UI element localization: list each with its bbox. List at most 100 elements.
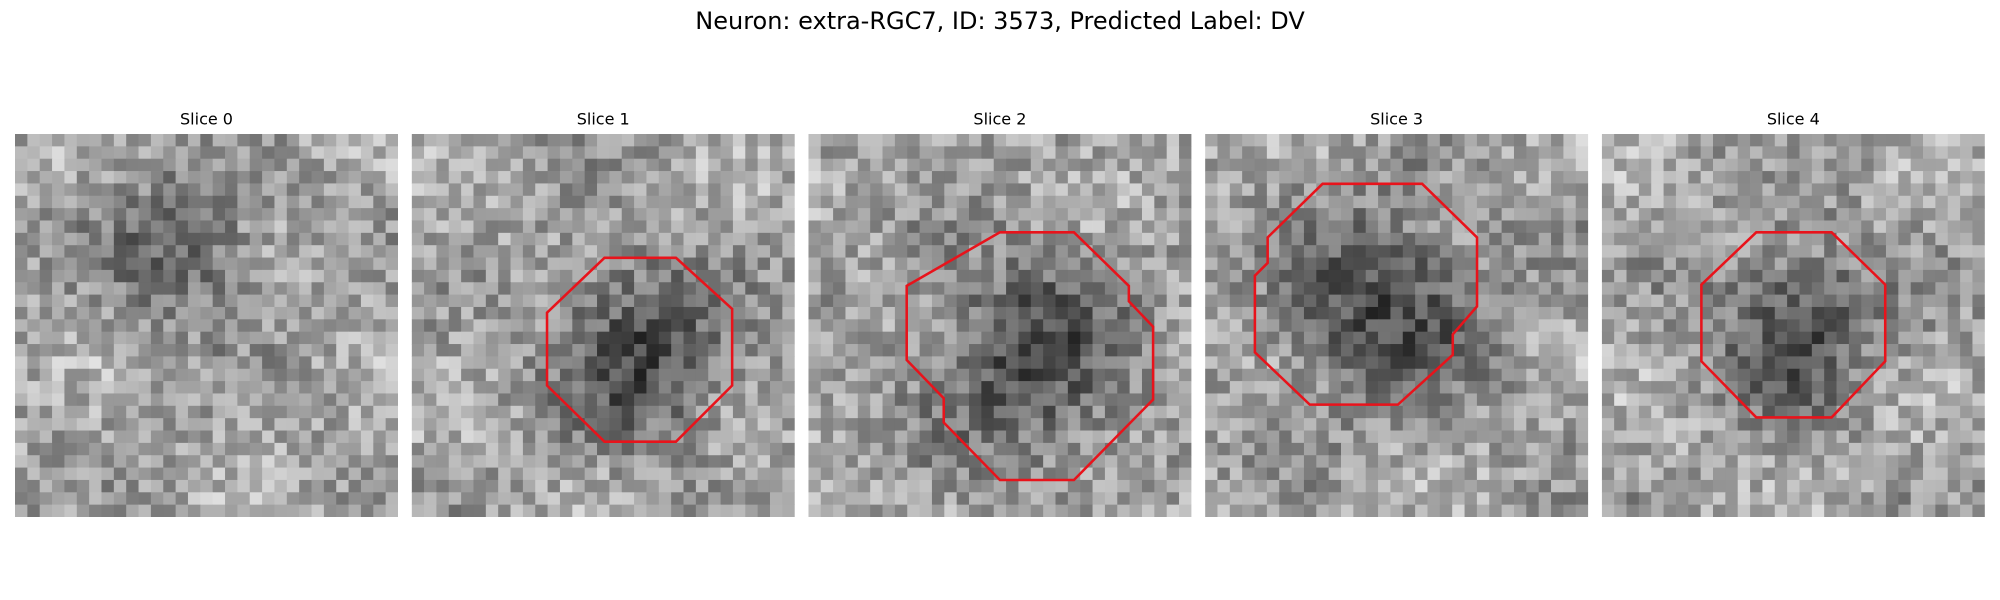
pixel [1910, 183, 1924, 197]
pixel [360, 134, 374, 147]
pixel [1935, 319, 1949, 333]
pixel [1254, 134, 1268, 147]
pixel [1712, 479, 1726, 493]
pixel [1254, 331, 1268, 345]
pixel [870, 282, 883, 296]
pixel [101, 442, 115, 456]
pixel [597, 381, 610, 394]
pixel [522, 504, 536, 517]
pixel [411, 282, 425, 296]
pixel [1242, 195, 1255, 209]
pixel [473, 220, 487, 234]
pixel [1117, 381, 1131, 394]
pixel [1378, 269, 1391, 283]
pixel [1217, 183, 1231, 197]
pixel [1303, 356, 1317, 370]
pixel [1402, 418, 1416, 431]
pixel [212, 134, 226, 147]
pixel [1972, 195, 1985, 209]
pixel [1638, 479, 1652, 493]
pixel [757, 171, 771, 184]
pixel [981, 479, 995, 493]
pixel [535, 393, 548, 407]
pixel [993, 171, 1007, 184]
pixel [1415, 455, 1428, 468]
pixel [1316, 208, 1330, 221]
pixel [1737, 479, 1751, 493]
pixel [101, 257, 115, 271]
pixel [1291, 146, 1305, 160]
pixel [1254, 245, 1268, 258]
pixel [461, 344, 474, 357]
pixel [1575, 442, 1589, 456]
pixel [52, 467, 65, 481]
pixel [1762, 158, 1776, 172]
pixel [187, 257, 201, 271]
pixel [1328, 134, 1342, 147]
pixel [1725, 171, 1739, 184]
pixel [1885, 455, 1899, 468]
pixel [745, 269, 759, 283]
pixel [101, 393, 115, 407]
pixel [1291, 158, 1305, 172]
pixel [1638, 405, 1652, 419]
pixel [1787, 344, 1800, 357]
pixel [609, 245, 623, 258]
pixel [510, 381, 524, 394]
pixel [1824, 171, 1837, 184]
pixel [1762, 306, 1776, 320]
pixel [1316, 368, 1330, 382]
pixel [64, 504, 78, 517]
pixel [559, 294, 573, 308]
pixel [27, 492, 41, 506]
pixel [138, 331, 152, 345]
pixel [907, 455, 920, 468]
pixel [708, 504, 721, 517]
pixel [175, 467, 189, 481]
pixel [1923, 344, 1936, 357]
pixel [1947, 183, 1961, 197]
pixel [1626, 245, 1640, 258]
pixel [150, 504, 164, 517]
pixel [1229, 393, 1243, 407]
pixel [969, 467, 982, 481]
pixel [1464, 294, 1478, 308]
pixel [782, 195, 795, 209]
pixel [535, 269, 548, 283]
pixel [621, 232, 635, 246]
pixel [1563, 220, 1577, 234]
pixel [225, 319, 238, 333]
pixel [1427, 319, 1441, 333]
pixel [1415, 504, 1428, 517]
pixel [1229, 430, 1243, 444]
pixel [572, 183, 586, 197]
pixel [969, 306, 982, 320]
pixel [1811, 282, 1825, 296]
pixel [1513, 171, 1527, 184]
pixel [1675, 306, 1689, 320]
pixel [769, 146, 783, 160]
pixel [15, 183, 28, 197]
pixel [732, 183, 746, 197]
pixel [1166, 430, 1180, 444]
pixel [547, 183, 561, 197]
pixel [1923, 306, 1936, 320]
pixel [473, 232, 487, 246]
pixel [1861, 208, 1874, 221]
pixel [1316, 269, 1330, 283]
pixel [1279, 158, 1292, 172]
pixel [1080, 492, 1093, 506]
pixel [919, 331, 933, 345]
pixel [1006, 171, 1019, 184]
pixel [1179, 269, 1192, 283]
pixel [1365, 393, 1379, 407]
pixel [249, 405, 263, 419]
pixel [1427, 356, 1441, 370]
pixel [1117, 208, 1131, 221]
pixel [1762, 356, 1776, 370]
pixel [720, 368, 734, 382]
pixel [385, 306, 398, 320]
pixel [411, 220, 425, 234]
pixel [907, 418, 920, 431]
pixel [15, 232, 28, 246]
